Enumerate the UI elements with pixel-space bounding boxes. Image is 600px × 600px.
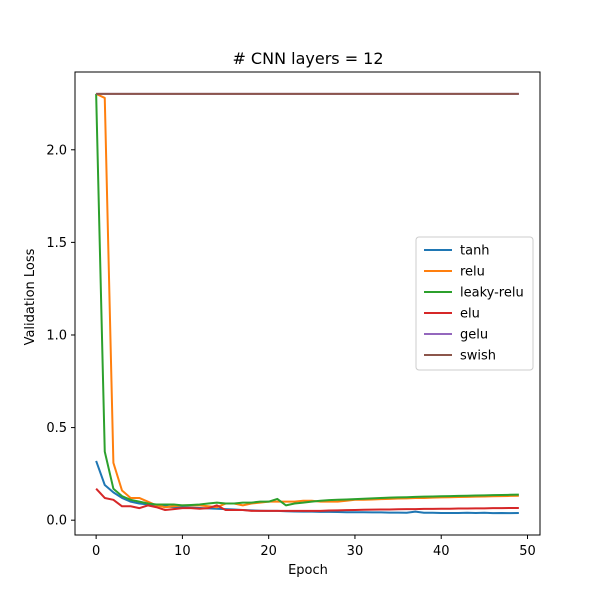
plot-area: 0 10 20 30 40 50 0.0 0.5 1.0 1.5 2.0 — [46, 71, 541, 559]
series-line-relu — [95, 92, 519, 509]
x-tick-label: 20 — [260, 544, 277, 559]
y-tick-label: 0.5 — [46, 421, 67, 436]
y-tick-label: 0.0 — [46, 514, 67, 529]
x-tick-label: 50 — [519, 544, 536, 559]
y-axis-label: Validation Loss — [23, 248, 38, 345]
chart-title: # CNN layers = 12 — [232, 49, 383, 68]
legend-label-leaky-relu: leaky-relu — [460, 286, 524, 301]
x-tick-label: 0 — [92, 544, 100, 559]
x-tick-label: 30 — [347, 544, 364, 559]
x-axis-label: Epoch — [288, 563, 328, 578]
axes-frame — [74, 71, 541, 536]
y-tick-label: 1.5 — [46, 236, 67, 251]
legend: tanh relu leaky-relu elu gelu swish — [415, 236, 534, 371]
legend-label-gelu: gelu — [460, 328, 488, 343]
legend-label-tanh: tanh — [460, 244, 490, 259]
x-tick-label: 10 — [174, 544, 191, 559]
y-tick-label: 2.0 — [46, 143, 67, 158]
series-line-elu — [95, 488, 519, 512]
series-line-leaky-relu — [95, 93, 519, 507]
y-tick-label: 1.0 — [46, 328, 67, 343]
legend-label-swish: swish — [460, 349, 496, 364]
legend-label-relu: relu — [460, 265, 485, 280]
x-tick-label: 40 — [433, 544, 450, 559]
legend-label-elu: elu — [460, 307, 480, 322]
